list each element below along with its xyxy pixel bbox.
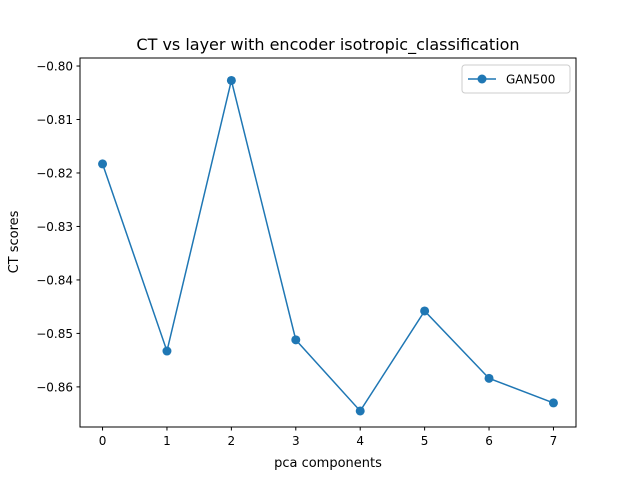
x-tick-label: 7: [550, 434, 558, 448]
axes-frame: [79, 57, 577, 428]
data-point: [291, 335, 301, 345]
series-line-gan500: [101, 80, 554, 413]
data-point: [484, 373, 494, 383]
data-point: [98, 159, 108, 169]
y-axis-ticks: −0.80 −0.81 −0.82 −0.83 −0.84 −0.85 −0.86: [36, 60, 80, 394]
data-point: [548, 398, 558, 408]
plot-area: [79, 57, 577, 428]
data-point: [226, 75, 236, 85]
legend-marker-swatch: [477, 74, 487, 84]
chart-title: CT vs layer with encoder isotropic_class…: [136, 35, 519, 55]
series-layer: [98, 75, 558, 416]
x-tick-label: 2: [228, 434, 236, 448]
y-tick-label: −0.82: [36, 166, 73, 180]
x-tick-label: 6: [485, 434, 493, 448]
x-tick-label: 3: [292, 434, 300, 448]
y-tick-label: −0.85: [36, 327, 73, 341]
y-axis-label: CT scores: [7, 210, 22, 273]
y-tick-label: −0.84: [36, 273, 73, 287]
y-tick-label: −0.86: [36, 380, 73, 394]
x-tick-label: 4: [356, 434, 364, 448]
legend-label: GAN500: [506, 73, 555, 87]
x-tick-label: 1: [163, 434, 171, 448]
x-axis-ticks: 0 1 2 3 4 5 6 7: [99, 427, 558, 448]
legend: GAN500: [461, 64, 571, 94]
data-point: [162, 346, 172, 356]
y-tick-label: −0.81: [36, 113, 73, 127]
x-axis-label: pca components: [274, 456, 382, 471]
legend-box: [461, 64, 571, 94]
x-tick-label: 5: [421, 434, 429, 448]
data-point: [355, 406, 365, 416]
y-tick-label: −0.83: [36, 220, 73, 234]
y-tick-label: −0.80: [36, 60, 73, 74]
x-tick-label: 0: [99, 434, 107, 448]
data-point: [420, 306, 430, 316]
